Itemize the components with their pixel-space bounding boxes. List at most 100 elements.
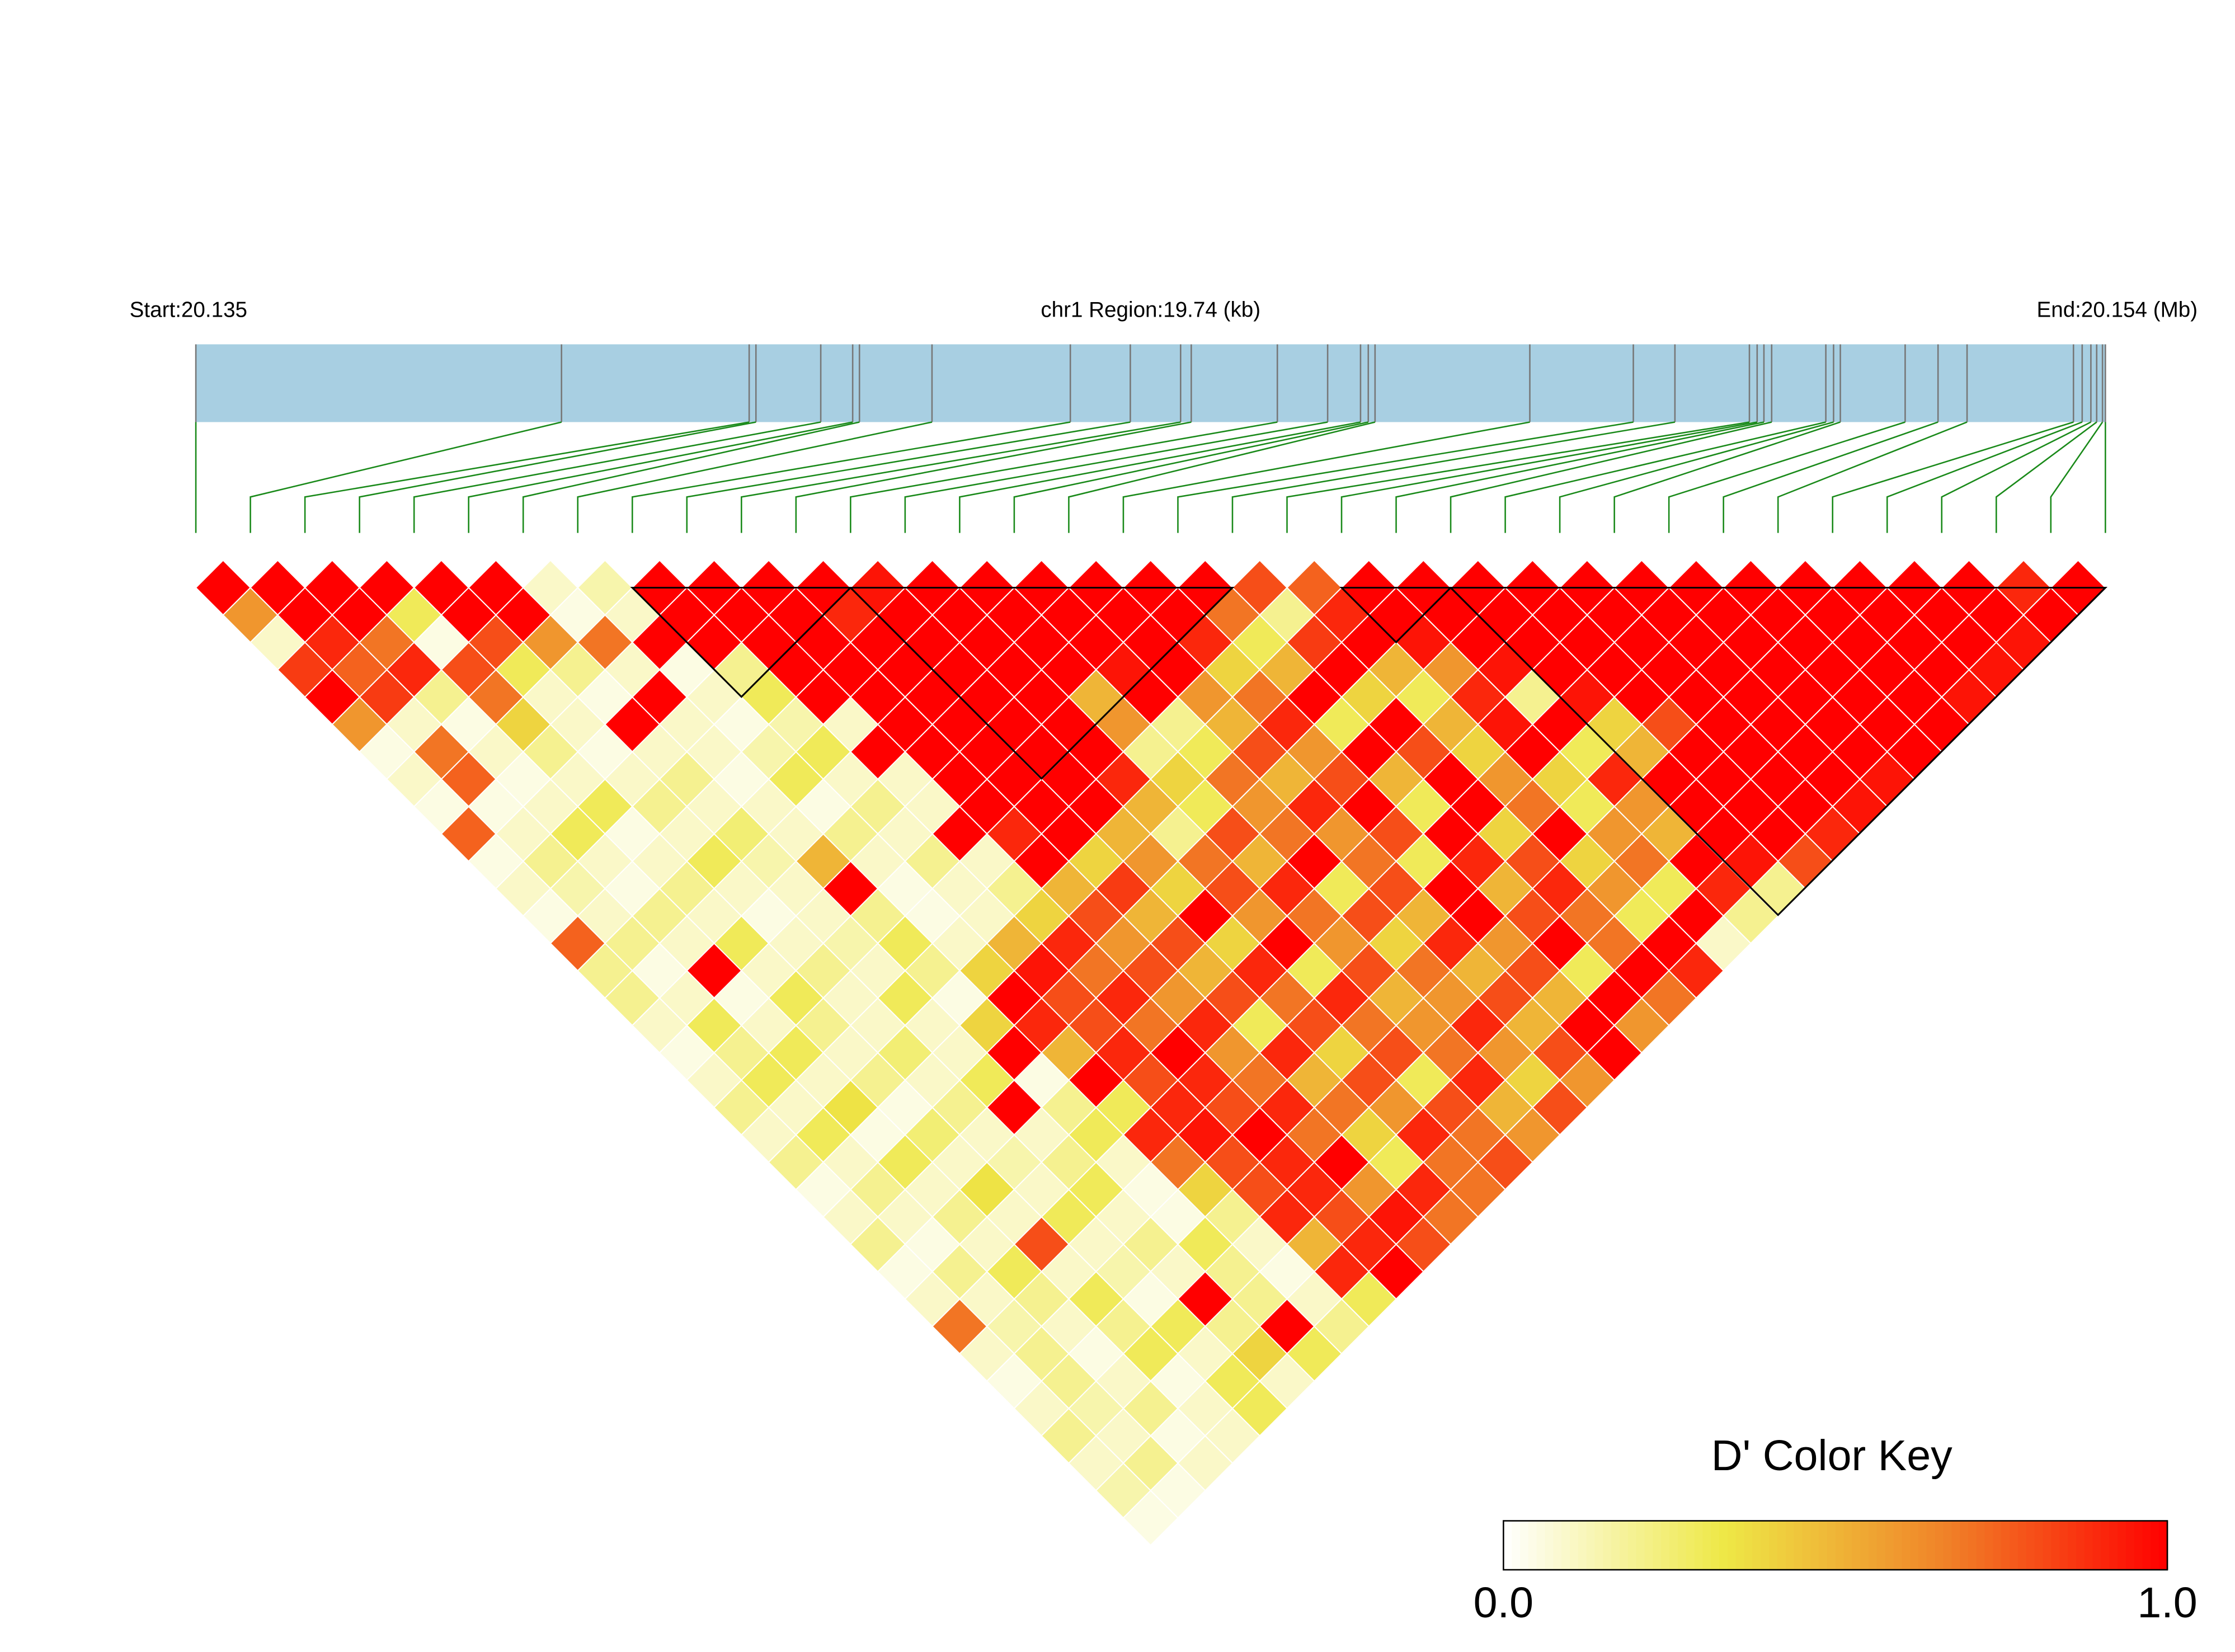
- snp-connector: [359, 421, 756, 533]
- color-key-frame: [1503, 1520, 2168, 1571]
- color-key-swatch: [1769, 1521, 1778, 1570]
- snp-connector: [304, 421, 750, 533]
- snp-connector: [1723, 421, 1938, 533]
- color-key-swatch: [1976, 1521, 1985, 1570]
- ld-cell: [1122, 1489, 1179, 1546]
- color-key-swatch: [1885, 1521, 1894, 1570]
- color-key-swatch: [1869, 1521, 1878, 1570]
- color-key-swatch: [2068, 1521, 2077, 1570]
- snp-connector: [1340, 421, 1758, 533]
- region-bar: [196, 344, 2106, 422]
- snp-connector: [904, 421, 1328, 533]
- snp-connector: [1777, 421, 1968, 533]
- color-key-swatch: [1951, 1521, 1961, 1570]
- color-key-swatch: [1802, 1521, 1811, 1570]
- snp-connector: [1286, 421, 1750, 533]
- color-key-swatch: [1611, 1521, 1621, 1570]
- color-key-swatch: [1910, 1521, 1919, 1570]
- color-key-swatch: [2051, 1521, 2060, 1570]
- color-key-swatch: [1586, 1521, 1596, 1570]
- color-key-swatch: [1636, 1521, 1645, 1570]
- color-key-swatch: [2034, 1521, 2044, 1570]
- color-key-swatch: [2118, 1521, 2127, 1570]
- color-key-swatch: [1644, 1521, 1654, 1570]
- snp-connector: [1996, 421, 2097, 533]
- color-key-swatch: [1902, 1521, 1911, 1570]
- color-key-swatch: [1627, 1521, 1637, 1570]
- snp-connector: [1013, 421, 1369, 533]
- snp-connector: [250, 421, 562, 533]
- color-key-swatch: [1935, 1521, 1944, 1570]
- color-key-swatch: [1761, 1521, 1770, 1570]
- snp-connector: [631, 421, 1071, 533]
- color-key-swatch: [2142, 1521, 2152, 1570]
- color-key-swatch: [1711, 1521, 1720, 1570]
- snp-connector: [686, 421, 1131, 533]
- color-key-swatch: [1512, 1521, 1521, 1570]
- color-key-swatch: [1926, 1521, 1936, 1570]
- color-key-swatch: [1752, 1521, 1762, 1570]
- snp-connector: [741, 421, 1181, 533]
- region-label: chr1 Region:19.74 (kb): [1041, 298, 1260, 322]
- color-key-swatch: [2001, 1521, 2011, 1570]
- color-key-swatch: [1735, 1521, 1745, 1570]
- snp-connector: [1177, 421, 1634, 533]
- color-key-swatch: [1777, 1521, 1786, 1570]
- color-key-swatch: [1694, 1521, 1704, 1570]
- color-key-swatch: [1918, 1521, 1928, 1570]
- snp-connector: [1613, 421, 1841, 533]
- color-key-swatch: [1785, 1521, 1795, 1570]
- color-key-tick-label: 1.0: [2137, 1579, 2197, 1627]
- color-key-swatch: [1536, 1521, 1546, 1570]
- color-key-swatch: [2151, 1521, 2160, 1570]
- color-key-swatch: [2109, 1521, 2119, 1570]
- color-key-swatch: [1960, 1521, 1969, 1570]
- color-key-swatch: [1594, 1521, 1604, 1570]
- color-key-swatch: [1835, 1521, 1845, 1570]
- snp-connector: [959, 421, 1361, 533]
- ld-block: [630, 586, 853, 698]
- color-key-swatch: [2101, 1521, 2110, 1570]
- snp-connector: [1395, 421, 1765, 533]
- color-key-swatch: [2159, 1521, 2168, 1570]
- color-key-swatch: [1553, 1521, 1563, 1570]
- snp-connector: [795, 421, 1192, 533]
- color-key-swatch: [2125, 1521, 2135, 1570]
- color-key-swatch: [2076, 1521, 2085, 1570]
- color-key-swatch: [1578, 1521, 1587, 1570]
- color-key-swatch: [2084, 1521, 2093, 1570]
- color-key-swatch: [1727, 1521, 1737, 1570]
- end-label: End:20.154 (Mb): [2036, 298, 2198, 322]
- snp-connector: [413, 421, 821, 533]
- color-key-swatch: [1968, 1521, 1978, 1570]
- color-key-swatch: [1984, 1521, 1994, 1570]
- color-key-swatch: [1943, 1521, 1952, 1570]
- color-key-swatch: [1719, 1521, 1729, 1570]
- color-key-swatch: [1669, 1521, 1679, 1570]
- color-key-swatch: [1860, 1521, 1870, 1570]
- snp-connector: [1668, 421, 1905, 533]
- color-key-swatch: [1561, 1521, 1571, 1570]
- color-key-swatch: [1702, 1521, 1712, 1570]
- snp-connector: [1122, 421, 1530, 533]
- snp-connector: [1832, 421, 2074, 533]
- snp-connector: [468, 421, 853, 533]
- color-key-swatch: [2134, 1521, 2143, 1570]
- snp-connector: [522, 421, 860, 533]
- color-key-swatch: [1893, 1521, 1903, 1570]
- color-key-swatch: [1794, 1521, 1803, 1570]
- color-key-swatch: [1843, 1521, 1853, 1570]
- color-key-swatch: [1810, 1521, 1820, 1570]
- snp-connector: [1504, 421, 1826, 533]
- snp-connector: [1450, 421, 1772, 533]
- color-key-title: D' Color Key: [1711, 1432, 1952, 1480]
- ld-block: [1339, 586, 1453, 644]
- snp-connector: [1231, 421, 1676, 533]
- color-key-swatch: [1686, 1521, 1695, 1570]
- color-key-swatch: [1661, 1521, 1671, 1570]
- color-key-tick-label: 0.0: [1474, 1579, 1533, 1627]
- color-key-swatch: [1744, 1521, 1753, 1570]
- color-key-swatch: [1570, 1521, 1579, 1570]
- color-key-swatch: [1520, 1521, 1530, 1570]
